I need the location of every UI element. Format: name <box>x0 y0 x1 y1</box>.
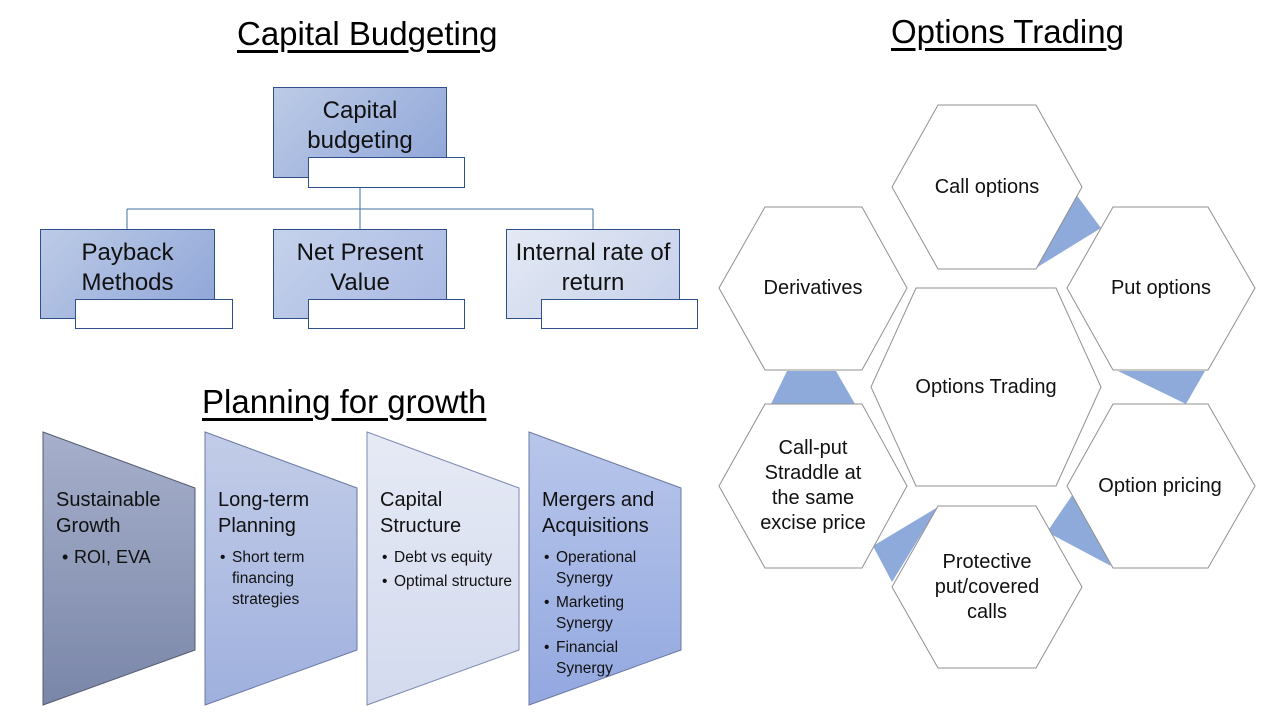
stage-item: Operational Synergy <box>544 547 677 589</box>
hex-connector-left <box>771 371 855 404</box>
stage-capital-structure: Capital Structure Debt vs equity Optimal… <box>380 487 515 595</box>
hex-option-pricing <box>1066 403 1256 569</box>
hex-connector-right <box>1118 371 1205 404</box>
hex-put-options <box>1066 206 1256 371</box>
org-box-label: Capital budgeting <box>307 97 413 154</box>
stage-item: Optimal structure <box>382 571 515 592</box>
hex-label-center: Options Trading <box>915 375 1057 398</box>
org-box-label: Net Present Value <box>296 239 424 296</box>
stage-item: ROI, EVA <box>62 547 191 568</box>
stage-item: Financial Synergy <box>544 637 677 679</box>
stage-item: Debt vs equity <box>382 547 515 568</box>
stage-items: ROI, EVA <box>56 547 191 568</box>
hex-label-call-put-straddle: Call-put Straddle at the same excise pri… <box>760 437 866 534</box>
hex-call-options <box>891 104 1083 270</box>
hex-connector-bottom-left <box>873 507 938 582</box>
stage-title: Capital Structure <box>380 489 462 537</box>
org-tag-root <box>308 157 465 188</box>
hex-call-put-straddle <box>718 403 908 569</box>
hex-derivatives <box>718 206 908 371</box>
stage-items: Short term financing strategies <box>218 547 348 610</box>
hex-protective-put <box>891 505 1083 669</box>
hex-label-option-pricing: Option pricing <box>1098 474 1222 497</box>
stage-items: Debt vs equity Optimal structure <box>380 547 515 592</box>
org-box-label: Internal rate of return <box>515 239 671 296</box>
stage-items: Operational Synergy Marketing Synergy Fi… <box>542 547 677 679</box>
chevron-sustainable-growth <box>42 431 196 706</box>
org-box-label: Payback Methods <box>81 239 174 296</box>
stage-item: Short term financing strategies <box>220 547 348 610</box>
options-trading-heading: Options Trading <box>891 13 1124 50</box>
stage-title: Long-term Planning <box>218 489 310 537</box>
stage-title: Mergers and Acquisitions <box>542 489 655 537</box>
stage-title: Sustainable Growth <box>56 489 161 537</box>
org-tag-npv <box>308 299 465 329</box>
hex-connector-bottom-right <box>1047 491 1111 566</box>
hex-label-protective-put: Protective put/covered calls <box>934 550 1040 623</box>
chevron-capital-structure <box>366 431 520 706</box>
stage-item: Marketing Synergy <box>544 592 677 634</box>
planning-heading: Planning for growth <box>202 383 487 420</box>
hex-label-put-options: Put options <box>1110 277 1212 299</box>
org-connectors <box>126 187 594 229</box>
org-tag-irr <box>541 299 698 329</box>
hex-label-call-options: Call options <box>934 175 1040 198</box>
org-tag-payback <box>75 299 233 329</box>
capital-budgeting-heading: Capital Budgeting <box>237 15 498 52</box>
stage-long-term-planning: Long-term Planning Short term financing … <box>218 487 348 613</box>
stage-sustainable-growth: Sustainable Growth ROI, EVA <box>56 487 191 571</box>
hex-connector-top-right <box>1036 193 1101 268</box>
stage-mergers-acquisitions: Mergers and Acquisitions Operational Syn… <box>542 487 677 682</box>
hex-center-options-trading <box>870 287 1102 487</box>
hex-label-derivatives: Derivatives <box>763 277 863 299</box>
